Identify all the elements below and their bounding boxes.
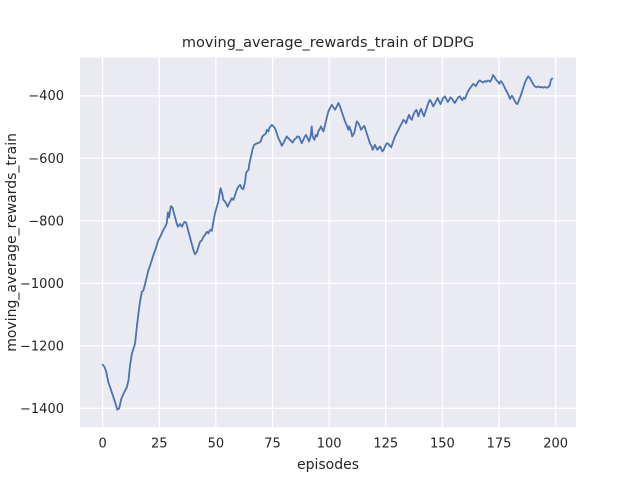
x-axis-label: episodes bbox=[297, 457, 359, 473]
y-tick-label: −600 bbox=[28, 152, 64, 167]
x-tick-label: 150 bbox=[430, 437, 455, 452]
x-tick-label: 200 bbox=[543, 437, 568, 452]
x-tick-label: 0 bbox=[99, 437, 107, 452]
y-tick-label: −800 bbox=[28, 214, 64, 229]
x-tick-label: 100 bbox=[317, 437, 342, 452]
x-tick-label: 125 bbox=[373, 437, 398, 452]
x-tick-label: 75 bbox=[264, 437, 281, 452]
y-tick-label: −1400 bbox=[20, 402, 64, 417]
grid-lines bbox=[80, 57, 576, 428]
y-axis-label: moving_average_rewards_train bbox=[4, 133, 20, 352]
x-tick-labels: 0 25 50 75 100 125 150 175 200 bbox=[99, 437, 569, 452]
y-tick-label: −400 bbox=[28, 89, 64, 104]
y-tick-labels: −400 −600 −800 −1000 −1200 −1400 bbox=[20, 89, 64, 417]
plot-background bbox=[80, 57, 576, 428]
chart-title: moving_average_rewards_train of DDPG bbox=[182, 35, 474, 51]
x-tick-label: 50 bbox=[208, 437, 225, 452]
x-tick-label: 25 bbox=[151, 437, 168, 452]
series-line bbox=[101, 74, 554, 411]
y-tick-label: −1200 bbox=[20, 339, 64, 354]
x-tick-label: 175 bbox=[487, 437, 512, 452]
y-tick-label: −1000 bbox=[20, 277, 64, 292]
